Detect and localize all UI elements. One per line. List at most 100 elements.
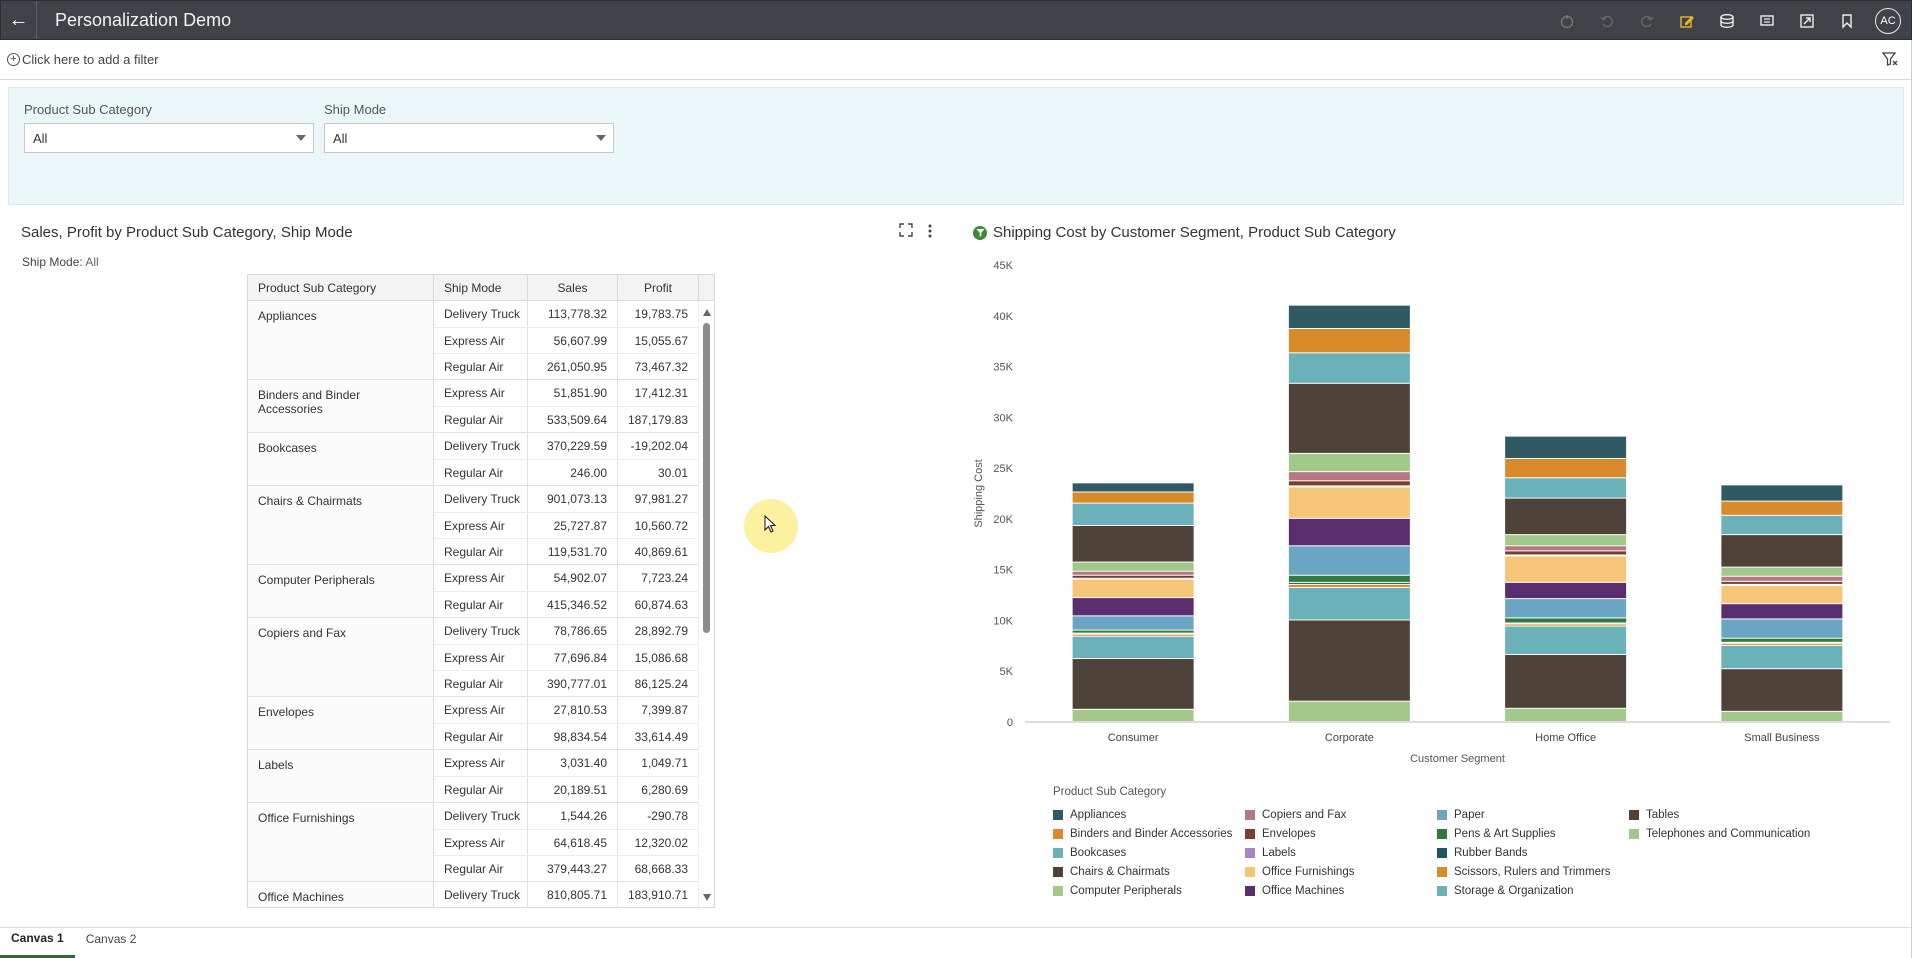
bar-segment[interactable]: [1288, 620, 1410, 701]
bar-segment[interactable]: [1072, 503, 1194, 525]
category-cell[interactable]: Copiers and Fax: [248, 618, 434, 696]
scroll-thumb[interactable]: [703, 323, 710, 633]
table-row[interactable]: Regular Air 415,346.52 60,874.63: [434, 591, 699, 617]
bar-segment[interactable]: [1721, 604, 1843, 619]
table-row[interactable]: Express Air 51,851.90 17,412.31: [434, 380, 699, 406]
bar-segment[interactable]: [1072, 575, 1194, 578]
legend-item[interactable]: Office Machines: [1245, 881, 1437, 900]
bar-segment[interactable]: [1505, 556, 1627, 582]
bar-segment[interactable]: [1288, 353, 1410, 383]
bar-segment[interactable]: [1288, 518, 1410, 546]
table-row[interactable]: Express Air 25,727.87 10,560.72: [434, 512, 699, 538]
bar-segment[interactable]: [1288, 701, 1410, 721]
bar-segment[interactable]: [1288, 584, 1410, 587]
bar-segment[interactable]: [1721, 638, 1843, 642]
bar-segment[interactable]: [1288, 575, 1410, 582]
more-options-icon[interactable]: [927, 223, 933, 244]
bar-segment[interactable]: [1072, 579, 1194, 598]
bar-segment[interactable]: [1288, 453, 1410, 472]
bar-segment[interactable]: [1721, 585, 1843, 604]
legend-item[interactable]: Appliances: [1053, 805, 1245, 824]
bookmark-icon[interactable]: [1827, 1, 1867, 41]
table-row[interactable]: Regular Air 533,509.64 187,179.83: [434, 406, 699, 432]
bar-segment[interactable]: [1288, 582, 1410, 584]
category-cell[interactable]: Envelopes: [248, 697, 434, 749]
bar-segment[interactable]: [1072, 525, 1194, 562]
legend-item[interactable]: Scissors, Rulers and Trimmers: [1437, 862, 1629, 881]
product-sub-category-select[interactable]: All: [24, 123, 314, 153]
category-cell[interactable]: Appliances: [248, 301, 434, 379]
bar-segment[interactable]: [1505, 458, 1627, 478]
tab-canvas-2[interactable]: Canvas 2: [85, 932, 137, 946]
bar-segment[interactable]: [1072, 483, 1194, 492]
bar-segment[interactable]: [1505, 599, 1627, 618]
bar-segment[interactable]: [1505, 436, 1627, 458]
legend-item[interactable]: Storage & Organization: [1437, 881, 1629, 900]
bar-segment[interactable]: [1288, 481, 1410, 486]
tab-canvas-1[interactable]: Canvas 1: [0, 927, 75, 958]
scroll-down-arrow-icon[interactable]: [703, 894, 711, 901]
bar-segment[interactable]: [1072, 636, 1194, 659]
legend-item[interactable]: Bookcases: [1053, 843, 1245, 862]
scroll-up-arrow-icon[interactable]: [703, 309, 711, 316]
category-cell[interactable]: Office Furnishings: [248, 803, 434, 881]
legend-item[interactable]: Pens & Art Supplies: [1437, 824, 1629, 843]
category-cell[interactable]: Computer Peripherals: [248, 565, 434, 617]
bar-segment[interactable]: [1505, 654, 1627, 708]
column-header[interactable]: Ship Mode: [434, 275, 528, 300]
table-row[interactable]: Express Air 3,031.40 1,049.71: [434, 750, 699, 776]
category-cell[interactable]: Chairs & Chairmats: [248, 486, 434, 564]
data-icon[interactable]: [1707, 1, 1747, 41]
bar-segment[interactable]: [1505, 551, 1627, 555]
bar-segment[interactable]: [1505, 478, 1627, 498]
table-row[interactable]: Delivery Truck 1,544.26 -290.78: [434, 803, 699, 829]
add-filter-button[interactable]: + Click here to add a filter: [7, 52, 159, 67]
bar-segment[interactable]: [1288, 487, 1410, 518]
bar-segment[interactable]: [1072, 598, 1194, 616]
bar-segment[interactable]: [1505, 626, 1627, 654]
legend-item[interactable]: Labels: [1245, 843, 1437, 862]
column-header[interactable]: Profit: [618, 275, 699, 300]
ship-mode-select[interactable]: All: [324, 123, 614, 153]
legend-item[interactable]: Telephones and Communication: [1629, 824, 1829, 843]
table-scrollbar[interactable]: [698, 301, 714, 907]
legend-item[interactable]: Chairs & Chairmats: [1053, 862, 1245, 881]
legend-item[interactable]: Copiers and Fax: [1245, 805, 1437, 824]
category-cell[interactable]: Bookcases: [248, 433, 434, 485]
bar-segment[interactable]: [1288, 472, 1410, 481]
category-cell[interactable]: Office Machines: [248, 882, 434, 907]
refresh-icon[interactable]: [1547, 1, 1587, 41]
table-row[interactable]: Delivery Truck 113,778.32 19,783.75: [434, 301, 699, 327]
bar-segment[interactable]: [1721, 576, 1843, 581]
bar-segment[interactable]: [1288, 305, 1410, 328]
user-avatar[interactable]: AC: [1875, 8, 1901, 34]
bar-segment[interactable]: [1072, 492, 1194, 503]
bar-segment[interactable]: [1288, 383, 1410, 453]
bar-segment[interactable]: [1505, 618, 1627, 623]
edit-icon[interactable]: [1667, 1, 1707, 41]
legend-item[interactable]: Envelopes: [1245, 824, 1437, 843]
redo-icon[interactable]: [1627, 1, 1667, 41]
bar-segment[interactable]: [1721, 485, 1843, 501]
undo-icon[interactable]: [1587, 1, 1627, 41]
bar-segment[interactable]: [1288, 546, 1410, 575]
bar-segment[interactable]: [1721, 619, 1843, 638]
bar-segment[interactable]: [1072, 616, 1194, 630]
table-row[interactable]: Delivery Truck 810,805.71 183,910.71: [434, 882, 699, 907]
legend-item[interactable]: Tables: [1629, 805, 1829, 824]
bar-segment[interactable]: [1072, 659, 1194, 709]
bar-segment[interactable]: [1072, 571, 1194, 575]
legend-item[interactable]: Paper: [1437, 805, 1629, 824]
bar-segment[interactable]: [1721, 535, 1843, 567]
table-row[interactable]: Regular Air 261,050.95 73,467.32: [434, 353, 699, 379]
bar-segment[interactable]: [1721, 581, 1843, 584]
back-button[interactable]: ←: [1, 1, 37, 39]
bar-segment[interactable]: [1288, 587, 1410, 620]
bar-segment[interactable]: [1505, 582, 1627, 599]
comment-icon[interactable]: [1747, 1, 1787, 41]
bar-segment[interactable]: [1721, 645, 1843, 669]
bar-segment[interactable]: [1072, 630, 1194, 633]
bar-segment[interactable]: [1721, 515, 1843, 535]
table-row[interactable]: Regular Air 379,443.27 68,668.33: [434, 855, 699, 881]
category-cell[interactable]: Binders and Binder Accessories: [248, 380, 434, 432]
